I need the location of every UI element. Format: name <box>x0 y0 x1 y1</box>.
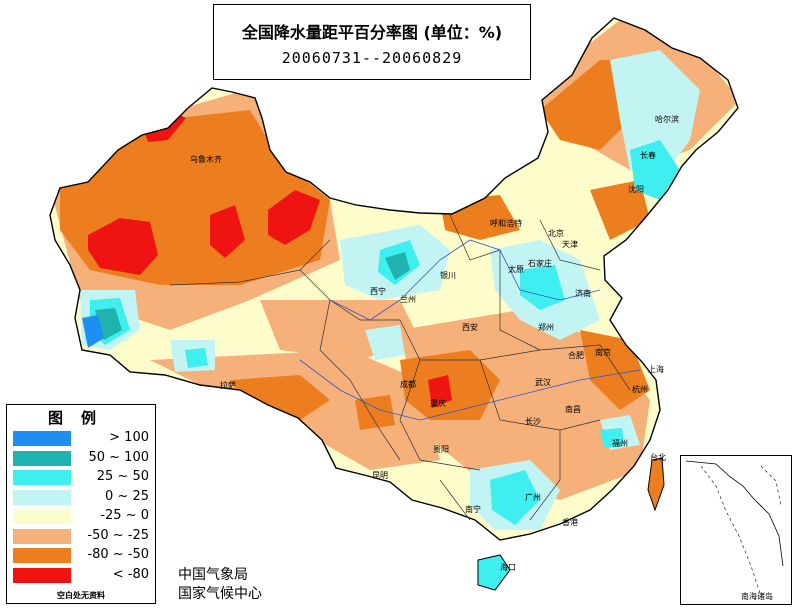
legend: 图例 > 100 50 ~ 100 25 ~ 50 0 ~ 25 -25 ~ 0 -50 … <box>6 404 156 604</box>
city-zhengzhou: 郑州 <box>538 322 554 332</box>
city-nanjing: 南京 <box>595 347 611 357</box>
city-hangzhou: 杭州 <box>632 384 648 394</box>
city-haikou: 海口 <box>500 562 516 572</box>
city-hefei: 合肥 <box>568 350 584 360</box>
city-nanchang: 南昌 <box>565 404 581 414</box>
city-jinan: 济南 <box>575 288 591 298</box>
city-kunming: 昆明 <box>372 471 388 480</box>
legend-label: > 100 <box>109 430 149 445</box>
china-border <box>49 17 739 541</box>
city-fuzhou: 福州 <box>612 439 628 448</box>
city-wuhan: 武汉 <box>535 377 551 387</box>
agency-line-2: 国家气候中心 <box>178 586 262 602</box>
legend-swatch <box>13 489 71 505</box>
legend-label: 0 ~ 25 <box>105 488 149 504</box>
agency-credit: 中国气象局 国家气候中心 <box>178 566 262 604</box>
rivers <box>299 239 641 421</box>
city-urumqi: 乌鲁木齐 <box>190 154 222 164</box>
legend-swatch <box>13 431 71 446</box>
city-guangzhou: 广州 <box>525 492 541 502</box>
city-lhasa: 拉萨 <box>220 380 236 390</box>
city-guiyang: 贵阳 <box>433 444 449 454</box>
legend-item: 0 ~ 25 <box>7 488 155 508</box>
inset-label: 南海诸岛 <box>741 592 773 601</box>
taiwan-island <box>647 457 665 512</box>
city-changchun: 长春 <box>640 150 656 160</box>
legend-label: 25 ~ 50 <box>96 469 149 484</box>
legend-swatch <box>13 528 71 544</box>
city-changsha: 长沙 <box>525 416 541 426</box>
city-taipei: 台北 <box>650 452 666 462</box>
legend-item: -25 ~ 0 <box>7 507 155 527</box>
legend-label: < -80 <box>112 566 149 582</box>
legend-label: -80 ~ -50 <box>87 547 149 562</box>
agency-line-1: 中国气象局 <box>178 567 248 583</box>
legend-item: -50 ~ -25 <box>7 527 155 547</box>
province-boundaries <box>169 214 631 521</box>
map-title-box: 全国降水量距平百分率图 (单位：%) 20060731--20060829 <box>213 4 531 80</box>
city-xian: 西安 <box>462 322 478 332</box>
hainan-island <box>477 554 511 591</box>
inset-map <box>685 460 784 597</box>
legend-title: 图例 <box>47 409 114 427</box>
city-chongqing: 重庆 <box>430 398 446 408</box>
city-lanzhou: 兰州 <box>400 294 416 304</box>
city-beijing: 北京 <box>548 228 564 238</box>
city-shijiazhuang: 石家庄 <box>528 258 552 268</box>
legend-item: -80 ~ -50 <box>7 546 155 566</box>
city-shanghai: 上海 <box>648 364 664 374</box>
city-hongkong: 香港 <box>562 517 578 527</box>
legend-swatch <box>13 470 71 485</box>
city-tianjin: 天津 <box>562 239 578 249</box>
city-taiyuan: 太原 <box>508 264 524 274</box>
legend-label: -50 ~ -25 <box>87 527 149 543</box>
legend-label: -25 ~ 0 <box>100 508 149 523</box>
legend-item: < -80 <box>7 566 155 586</box>
legend-swatch <box>13 548 71 563</box>
city-nanning: 南宁 <box>465 504 481 514</box>
legend-item: 25 ~ 50 <box>7 468 155 488</box>
legend-label: 50 ~ 100 <box>88 449 149 465</box>
legend-item: > 100 <box>7 429 155 449</box>
legend-item: 50 ~ 100 <box>7 449 155 469</box>
city-harbin: 哈尔滨 <box>655 114 679 124</box>
city-xining: 西宁 <box>370 286 386 296</box>
date-range: 20060731--20060829 <box>281 49 463 67</box>
city-yinchuan: 银川 <box>440 270 456 280</box>
legend-swatch <box>13 567 71 583</box>
legend-note: 空白处无资料 <box>57 591 105 600</box>
city-labels: 哈尔滨 长春 沈阳 乌鲁木齐 呼和浩特 北京 天津 银川 太原 石家庄 济南 西… <box>190 114 679 572</box>
city-chengdu: 成都 <box>400 379 416 389</box>
city-shenyang: 沈阳 <box>628 184 644 194</box>
legend-swatch <box>13 509 71 524</box>
legend-swatch <box>13 450 71 466</box>
city-hohhot: 呼和浩特 <box>490 218 522 228</box>
south-china-sea-inset: 南海诸岛 <box>680 455 792 605</box>
map-title: 全国降水量距平百分率图 (单位：%) <box>241 23 503 42</box>
